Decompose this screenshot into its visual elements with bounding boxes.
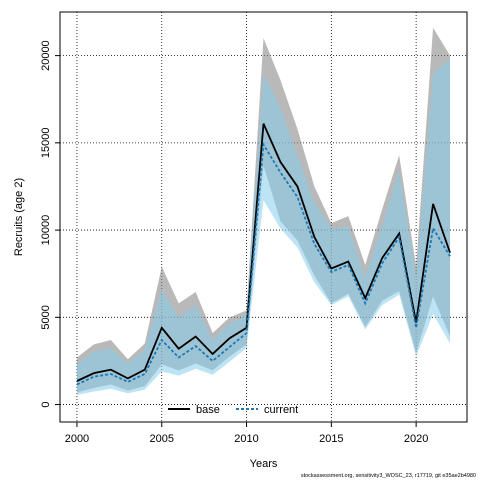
y-tick-label-0: 0 xyxy=(40,401,52,407)
y-tick-label-20000: 20000 xyxy=(40,40,52,71)
x-tick-label-2000: 2000 xyxy=(65,433,89,445)
footnote: stockassessment.org, sensitivity3_WOSC_2… xyxy=(301,473,476,479)
y-axis-title: Recruits (age 2) xyxy=(13,178,25,256)
legend-label-current: current xyxy=(264,404,298,416)
legend-label-base: base xyxy=(196,404,220,416)
x-tick-label-2020: 2020 xyxy=(404,433,428,445)
x-axis: 2000 2005 2010 2015 2020 xyxy=(65,422,428,445)
x-tick-label-2015: 2015 xyxy=(319,433,343,445)
plot-frame xyxy=(59,11,468,423)
band-current xyxy=(76,59,451,395)
y-axis: 0 5000 10000 15000 20000 xyxy=(40,40,60,408)
x-tick-label-2010: 2010 xyxy=(234,433,258,445)
x-tick-label-2005: 2005 xyxy=(150,433,174,445)
line-base xyxy=(76,123,451,382)
series-lines xyxy=(76,123,451,386)
legend: base current xyxy=(168,404,298,416)
y-tick-label-5000: 5000 xyxy=(40,305,52,329)
y-tick-label-15000: 15000 xyxy=(40,128,52,159)
y-tick-label-10000: 10000 xyxy=(40,215,52,246)
x-axis-title: Years xyxy=(250,458,278,470)
line-current xyxy=(76,141,451,386)
confidence-bands xyxy=(76,27,451,395)
